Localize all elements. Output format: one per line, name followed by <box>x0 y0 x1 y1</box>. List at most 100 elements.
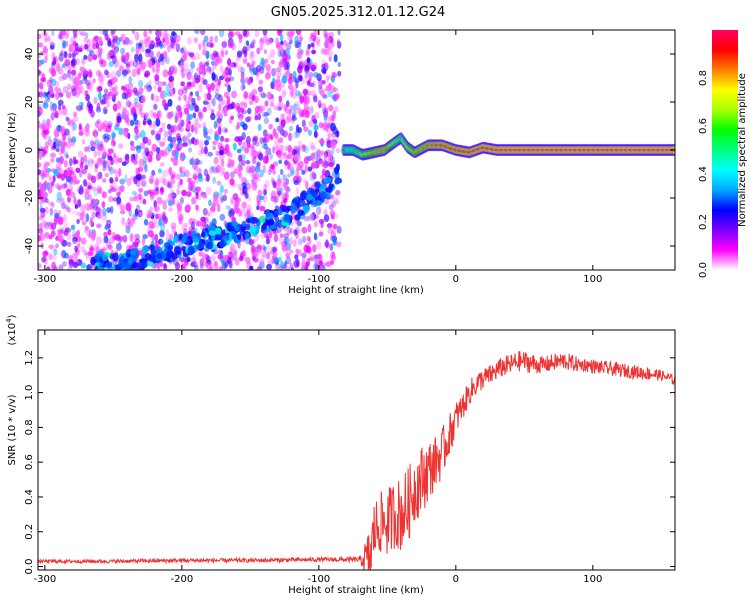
noise-cell <box>41 197 45 203</box>
noise-cell <box>76 229 81 237</box>
noise-cell <box>214 133 220 142</box>
noise-cell <box>302 88 308 96</box>
noise-cell <box>297 161 304 168</box>
noise-cell <box>120 47 126 55</box>
noise-cell <box>54 110 58 117</box>
noise-cell <box>257 113 261 121</box>
noise-cell <box>288 237 293 246</box>
noise-cell <box>310 89 317 96</box>
noise-cell <box>277 106 282 112</box>
noise-cell <box>291 114 296 119</box>
noise-cell <box>150 222 155 229</box>
noise-cell <box>335 148 341 154</box>
noise-cell <box>130 107 137 115</box>
noise-cell <box>276 125 281 132</box>
noise-cell <box>294 254 299 260</box>
noise-cell <box>306 57 311 63</box>
y-tick-label: 1.0 <box>24 385 35 401</box>
noise-cell <box>191 74 198 83</box>
noise-cell <box>263 58 269 64</box>
noise-cell <box>290 169 295 177</box>
noise-cell <box>233 199 239 208</box>
noise-cell <box>275 67 282 73</box>
noise-cell <box>310 162 315 169</box>
noise-cell <box>47 200 54 206</box>
noise-cell <box>263 183 268 192</box>
noise-cell <box>322 94 328 99</box>
noise-cell <box>88 232 92 239</box>
noise-cell <box>92 78 96 84</box>
noise-cell <box>75 235 82 243</box>
noise-cell <box>244 192 249 199</box>
noise-cell <box>169 179 176 185</box>
noise-cell <box>39 90 44 99</box>
noise-cell <box>84 43 89 50</box>
noise-cell <box>68 47 73 53</box>
noise-cell <box>203 35 209 43</box>
noise-cell <box>137 187 143 193</box>
noise-cell <box>303 126 309 132</box>
noise-cell <box>261 251 267 259</box>
noise-cell <box>193 37 198 44</box>
noise-cell <box>149 109 155 119</box>
trace-cell <box>314 200 321 206</box>
noise-cell <box>51 30 55 37</box>
noise-cell <box>278 159 283 165</box>
noise-cell <box>175 104 181 112</box>
trace-cell <box>297 209 304 216</box>
noise-cell <box>229 208 235 217</box>
noise-cell <box>159 213 164 222</box>
noise-cell <box>92 36 97 46</box>
noise-cell <box>313 124 319 131</box>
trace-cell <box>156 252 163 259</box>
noise-cell <box>44 141 49 150</box>
noise-cell <box>38 42 44 48</box>
noise-cell <box>87 56 93 62</box>
noise-cell <box>248 100 254 106</box>
trace-cell <box>323 177 332 183</box>
noise-cell <box>51 230 56 237</box>
noise-cell <box>324 32 330 38</box>
noise-cell <box>289 39 293 45</box>
noise-cell <box>83 249 88 256</box>
noise-cell <box>185 135 190 143</box>
noise-cell <box>118 127 124 136</box>
snr-y-axis-label: SNR (10 * v/v) <box>7 394 18 465</box>
noise-cell <box>144 70 151 78</box>
noise-cell <box>148 150 154 157</box>
noise-cell <box>135 233 140 241</box>
noise-cell <box>333 106 339 113</box>
noise-cell <box>88 184 94 190</box>
noise-cell <box>229 243 236 251</box>
noise-cell <box>266 91 273 100</box>
noise-cell <box>85 213 90 223</box>
noise-cell <box>237 183 244 191</box>
y-tick-label: 0.8 <box>24 419 35 435</box>
trace-cell <box>206 241 214 250</box>
noise-cell <box>107 228 112 236</box>
noise-cell <box>58 92 64 98</box>
noise-cell <box>217 78 221 86</box>
noise-cell <box>189 91 194 97</box>
noise-cell <box>210 53 216 61</box>
trace-cell <box>144 252 151 261</box>
trace-cell <box>173 246 182 255</box>
noise-cell <box>188 52 195 58</box>
noise-cell <box>133 112 137 121</box>
noise-cell <box>153 104 158 111</box>
noise-cell <box>306 106 311 111</box>
noise-cell <box>214 266 220 270</box>
noise-cell <box>155 118 161 127</box>
noise-cell <box>134 208 139 217</box>
noise-cell <box>38 142 41 148</box>
noise-cell <box>180 119 185 127</box>
noise-cell <box>259 205 266 212</box>
trace-cell <box>140 262 146 269</box>
noise-cell <box>328 31 335 38</box>
noise-cell <box>76 58 80 66</box>
noise-cell <box>281 75 288 84</box>
noise-cell <box>138 211 143 217</box>
noise-cell <box>134 90 140 96</box>
noise-cell <box>224 66 230 76</box>
noise-cell <box>62 40 66 49</box>
